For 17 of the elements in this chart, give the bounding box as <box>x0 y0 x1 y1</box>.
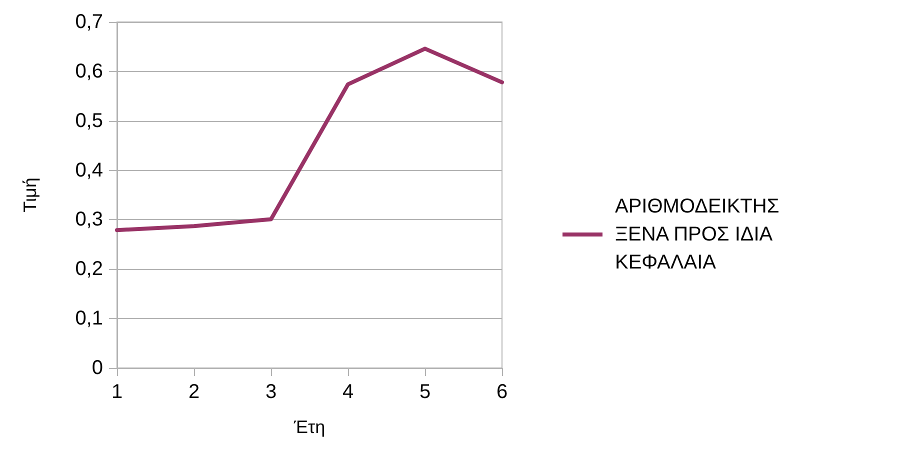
y-tick-label: 0,4 <box>75 159 103 182</box>
x-tick-label: 1 <box>111 381 123 403</box>
legend-label: ΑΡΙΘΜΟΔΕΙΚΤΗΣ ΞΕΝΑ ΠΡΟΣ ΙΔΙΑ ΚΕΦΑΛΑΙΑ <box>615 196 785 274</box>
x-tick-label: 4 <box>342 381 354 403</box>
y-axis-title: Τιμή <box>20 178 40 212</box>
x-tick-label: 2 <box>188 381 200 403</box>
y-tick-label: 0,1 <box>75 308 103 330</box>
x-tick-label: 3 <box>265 381 277 403</box>
y-tick-label: 0 <box>92 357 103 379</box>
x-tick-label: 5 <box>419 381 431 403</box>
y-tick-label: 0,2 <box>75 258 103 280</box>
y-tick-label: 0,6 <box>75 60 103 82</box>
x-tick-label: 6 <box>496 381 508 403</box>
x-axis-title: Έτη <box>292 417 326 437</box>
y-tick-label: 0,5 <box>75 110 103 132</box>
y-tick-label: 0,7 <box>75 11 103 33</box>
y-tick-label: 0,3 <box>75 208 103 231</box>
